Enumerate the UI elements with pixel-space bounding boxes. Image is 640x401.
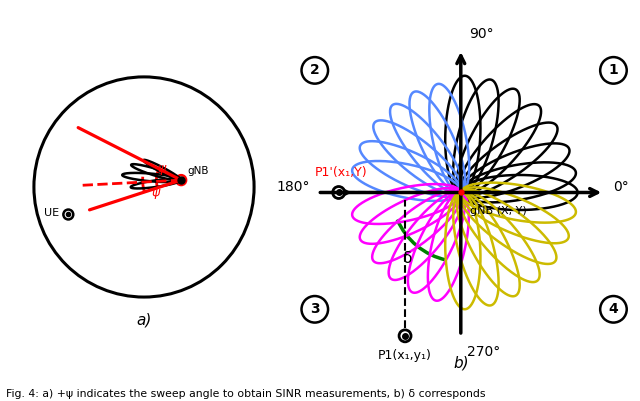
Text: b): b) xyxy=(453,356,468,371)
Text: gNB: gNB xyxy=(188,166,209,176)
Text: 270°: 270° xyxy=(467,345,500,359)
Text: a): a) xyxy=(136,312,152,328)
Text: 1: 1 xyxy=(609,63,618,77)
Text: 2: 2 xyxy=(310,63,319,77)
Text: UE: UE xyxy=(44,208,60,218)
Text: $\psi$: $\psi$ xyxy=(151,187,162,201)
Text: 180°: 180° xyxy=(276,180,310,194)
Text: 90°: 90° xyxy=(468,27,493,41)
Text: P1(x₁,y₁): P1(x₁,y₁) xyxy=(378,349,432,362)
Text: Fig. 4: a) +ψ indicates the sweep angle to obtain SINR measurements, b) δ corres: Fig. 4: a) +ψ indicates the sweep angle … xyxy=(6,389,486,399)
Text: 4: 4 xyxy=(609,302,618,316)
Text: gNB (X, Y): gNB (X, Y) xyxy=(470,206,527,216)
Text: 3: 3 xyxy=(310,302,319,316)
Text: 0°: 0° xyxy=(614,180,629,194)
Text: δ: δ xyxy=(402,251,412,265)
Text: P1'(x₁,Y): P1'(x₁,Y) xyxy=(315,166,367,179)
Text: $\psi$: $\psi$ xyxy=(157,164,167,178)
